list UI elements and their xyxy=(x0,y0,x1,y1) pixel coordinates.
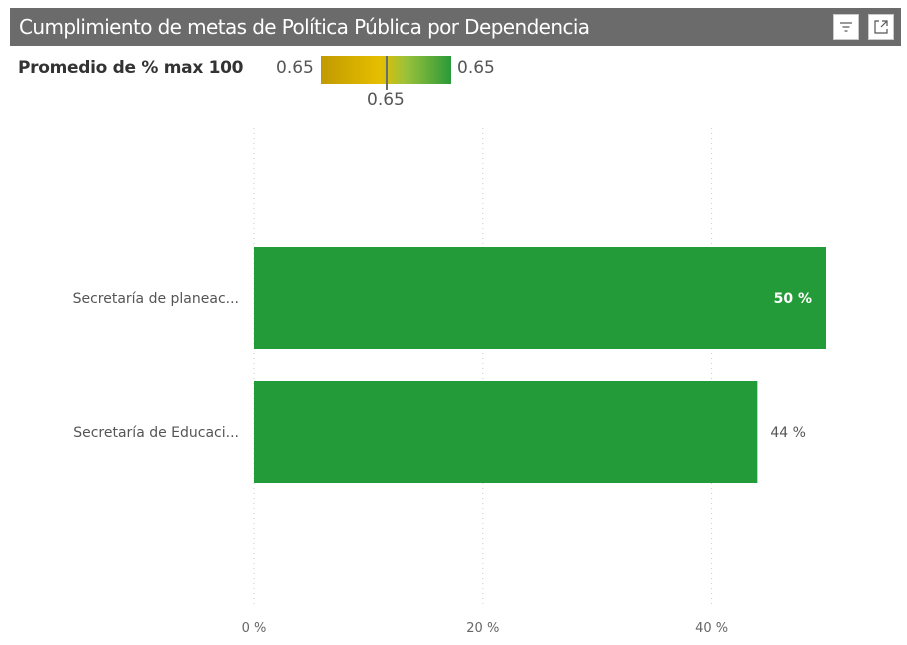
legend-marker xyxy=(386,56,388,90)
bar[interactable] xyxy=(254,381,758,483)
data-label: 44 % xyxy=(770,425,806,441)
x-tick-label: 40 % xyxy=(695,621,728,636)
x-tick-label: 0 % xyxy=(242,621,267,636)
legend-min-value: 0.65 xyxy=(276,58,314,78)
legend-mid-value: 0.65 xyxy=(367,90,405,110)
focus-mode-icon xyxy=(874,20,888,34)
legend-label: Promedio de % max 100 xyxy=(18,58,244,78)
category-label: Secretaría de planeac... xyxy=(73,291,239,307)
x-tick-label: 20 % xyxy=(466,621,499,636)
category-label: Secretaría de Educaci... xyxy=(73,425,239,441)
bar[interactable] xyxy=(254,247,826,349)
filter-button[interactable] xyxy=(833,14,859,40)
chart-title: Cumplimiento de metas de Política Públic… xyxy=(19,15,590,39)
visual-header: Cumplimiento de metas de Política Públic… xyxy=(10,8,901,46)
filter-icon xyxy=(840,22,852,32)
focus-mode-button[interactable] xyxy=(868,14,894,40)
data-label: 50 % xyxy=(774,291,812,307)
legend-max-value: 0.65 xyxy=(457,58,495,78)
